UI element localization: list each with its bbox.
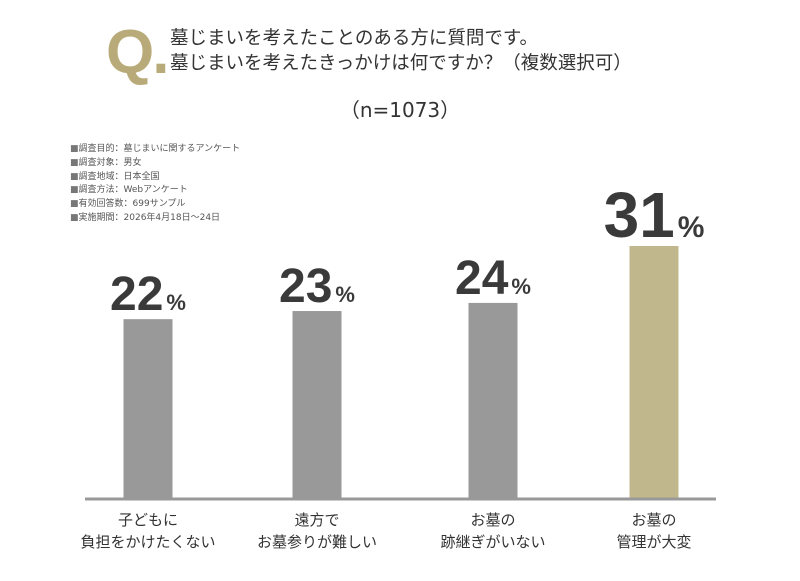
value-unit: % — [511, 274, 531, 299]
survey-note: ■有効回答数：699サンプル — [70, 199, 186, 210]
category-label-line: お墓の — [470, 511, 516, 529]
survey-note: ■調査目的：墓じまいに関するアンケート — [70, 144, 241, 154]
category-label: お墓の跡継ぎがいない — [403, 509, 583, 553]
survey-note: ■調査方法：Webアンケート — [70, 185, 188, 196]
value-label: 22% — [110, 268, 186, 321]
survey-notes: ■調査目的：墓じまいに関するアンケート ■調査対象：男女 ■調査地域：日本全国 … — [70, 143, 240, 226]
square-bullet-icon: ■ — [70, 212, 79, 223]
category-label-line: お墓の — [631, 511, 677, 529]
category-label: 子どもに負担をかけたくない — [58, 509, 238, 553]
square-bullet-icon: ■ — [70, 157, 79, 168]
bar — [629, 246, 679, 498]
sample-size: （n=1073） — [339, 98, 461, 122]
value-number: 31 — [604, 179, 675, 251]
value-label: 24% — [455, 252, 531, 305]
category-label: 遠方でお墓参りが難しい — [227, 509, 407, 553]
value-number: 24 — [455, 252, 509, 305]
value-unit: % — [335, 282, 355, 307]
survey-note: ■実施期間：2026年4月18日～24日 — [70, 212, 221, 223]
bar — [292, 311, 342, 498]
square-bullet-icon: ■ — [70, 185, 79, 196]
value-number: 23 — [279, 260, 332, 313]
category-label-line: お墓参りが難しい — [256, 533, 377, 551]
value-label: 31% — [604, 179, 705, 251]
square-bullet-icon: ■ — [70, 144, 79, 154]
survey-note: ■調査対象：男女 — [70, 157, 142, 168]
question-line-1: 墓じまいを考えたことのある方に質問です。 — [170, 28, 538, 49]
question-line-2: 墓じまいを考えたきっかけは何ですか？（複数選択可） — [170, 53, 632, 74]
value-unit: % — [166, 290, 186, 315]
category-label-line: 跡継ぎがいない — [440, 533, 546, 551]
category-label-line: 遠方で — [294, 511, 340, 529]
square-bullet-icon: ■ — [70, 199, 79, 210]
category-label-line: 負担をかけたくない — [80, 533, 216, 551]
square-bullet-icon: ■ — [70, 171, 79, 182]
value-label: 23% — [279, 260, 355, 313]
value-number: 22 — [110, 268, 163, 321]
question-mark-icon: Q. — [106, 18, 169, 87]
bar — [123, 319, 173, 498]
category-label: お墓の 管理が大変 — [564, 509, 744, 553]
category-label-line: 管理が大変 — [616, 533, 692, 551]
category-label-line: 子どもに — [117, 511, 178, 529]
value-unit: % — [678, 211, 705, 244]
survey-note: ■調査地域：日本全国 — [70, 171, 160, 182]
bar — [468, 302, 518, 498]
